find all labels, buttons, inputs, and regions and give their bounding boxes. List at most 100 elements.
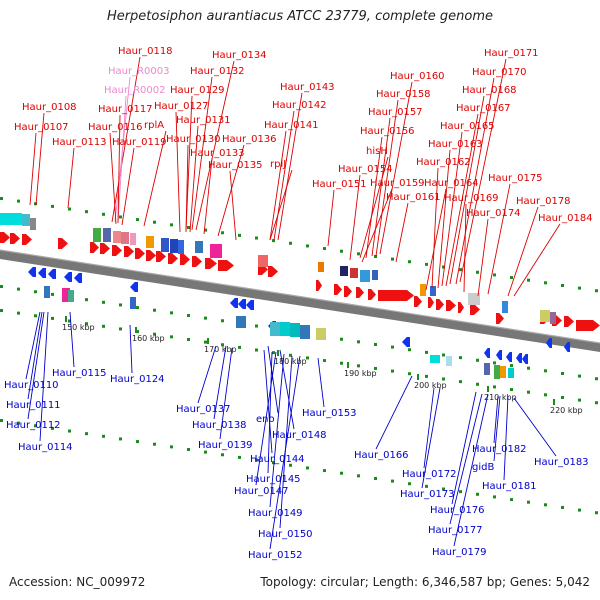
forward-leader-line [277, 92, 303, 241]
dotted-guide-mark [289, 463, 292, 467]
reverse-gene-arrow [238, 299, 246, 309]
forward-gene-arrow [180, 254, 190, 265]
dotted-guide-mark [119, 437, 122, 441]
forward-gene-arrow [168, 253, 178, 264]
reverse-gene-label: Haur_0172 [402, 469, 457, 480]
forward-gene-label: Haur_0127 [154, 101, 209, 112]
reverse-gene-label: Haur_0179 [432, 547, 487, 558]
forward-gene-label: Haur_0129 [170, 85, 225, 96]
dotted-guide-mark [34, 314, 37, 318]
dotted-guide-mark [170, 445, 173, 449]
dotted-guide-mark [391, 257, 394, 261]
forward-gene-arrow [436, 299, 444, 310]
dotted-guide-mark [527, 500, 530, 504]
scale-label: 160 kbp [132, 334, 165, 343]
dotted-guide-mark [391, 369, 394, 373]
reverse-leader-line [27, 311, 43, 400]
reverse-gene-box [484, 363, 490, 375]
reverse-gene-label: gidB [472, 462, 494, 473]
reverse-gene-box [446, 356, 452, 366]
forward-gene-box [170, 239, 178, 253]
dotted-guide-mark [0, 309, 3, 312]
scale-label: 180 kbp [274, 357, 307, 366]
dotted-guide-mark [255, 348, 258, 352]
reverse-leader-line [421, 387, 441, 489]
forward-gene-arrow [218, 260, 234, 271]
forward-gene-box [468, 293, 480, 305]
forward-gene-label: Haur_0119 [112, 137, 167, 148]
dotted-guide-mark [102, 300, 105, 304]
dotted-guide-mark [442, 487, 445, 491]
reverse-gene-box [290, 323, 300, 337]
dotted-guide-mark [153, 332, 156, 336]
dotted-guide-mark [289, 241, 292, 245]
reverse-gene-arrow [522, 354, 528, 364]
reverse-gene-box [68, 290, 74, 302]
forward-leader-line [273, 110, 295, 241]
dotted-guide-mark [34, 424, 37, 428]
reverse-gene-arrow [246, 300, 254, 310]
reverse-leader-line [263, 349, 273, 454]
forward-gene-label: Haur_0136 [222, 134, 277, 145]
reverse-leader-line [25, 311, 41, 380]
dotted-guide-mark [17, 421, 20, 425]
forward-leader-line [189, 125, 199, 233]
dotted-guide-mark [34, 202, 37, 206]
forward-gene-arrow [378, 290, 414, 301]
reverse-leader-line [513, 397, 557, 457]
dotted-guide-mark [204, 340, 207, 344]
forward-gene-arrow [458, 302, 464, 313]
forward-gene-box [210, 244, 222, 258]
forward-gene-label: Haur_0117 [98, 104, 153, 115]
dotted-guide-mark [170, 335, 173, 339]
reverse-gene-arrow [48, 269, 56, 279]
forward-gene-label: Haur_0164 [424, 178, 479, 189]
forward-leader-line [361, 188, 393, 263]
dotted-guide-mark [527, 390, 530, 394]
dotted-guide-mark [340, 361, 343, 365]
forward-gene-box [502, 301, 508, 313]
dotted-guide-mark [119, 327, 122, 331]
dotted-guide-mark [0, 285, 3, 288]
dotted-guide-mark [476, 492, 479, 496]
reverse-gene-label: Haur_0111 [6, 400, 61, 411]
backbone-highlight [0, 249, 600, 344]
reverse-leader-line [279, 355, 293, 529]
forward-gene-arrow [334, 284, 342, 295]
reverse-leader-line [269, 353, 285, 508]
dotted-guide-mark [187, 225, 190, 229]
forward-gene-label: Haur_0161 [386, 192, 441, 203]
dotted-guide-mark [136, 306, 139, 310]
reverse-gene-label: Haur_0177 [428, 525, 483, 536]
forward-leader-line [459, 58, 507, 283]
forward-leader-line [111, 56, 141, 223]
forward-leader-line [29, 132, 37, 206]
reverse-leader-line [69, 311, 75, 368]
forward-gene-label: Haur_0184 [538, 213, 593, 224]
dotted-guide-mark [85, 210, 88, 214]
reverse-leader-line [219, 347, 233, 440]
dotted-guide-mark [561, 371, 564, 375]
dotted-guide-mark [578, 398, 581, 402]
accession-label: Accession: NC_009972 [9, 575, 146, 589]
reverse-gene-box [270, 322, 280, 336]
forward-gene-arrow [356, 287, 364, 298]
dotted-guide-mark [340, 249, 343, 253]
dotted-guide-mark [357, 252, 360, 256]
reverse-gene-box [508, 368, 514, 378]
reverse-leader-line [129, 324, 133, 374]
forward-leader-line [217, 144, 245, 237]
dotted-guide-mark [510, 388, 513, 392]
forward-gene-arrow [124, 246, 134, 257]
forward-gene-label: rplJ [270, 159, 286, 170]
dotted-guide-mark [408, 482, 411, 486]
forward-gene-box [318, 262, 324, 272]
dotted-guide-mark [153, 220, 156, 224]
forward-gene-label: Haur_0134 [212, 50, 267, 61]
reverse-gene-label: Haur_0173 [400, 489, 455, 500]
reverse-gene-box [494, 365, 500, 379]
forward-leader-line [463, 203, 467, 293]
dotted-guide-mark [459, 356, 462, 360]
dotted-guide-mark [510, 276, 513, 280]
